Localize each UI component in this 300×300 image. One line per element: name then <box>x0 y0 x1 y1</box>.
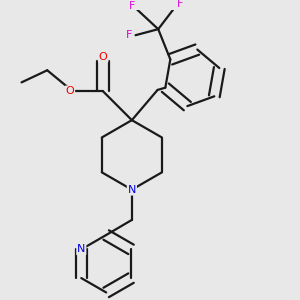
Text: F: F <box>177 0 184 9</box>
Text: F: F <box>126 30 132 40</box>
Text: F: F <box>128 1 135 11</box>
Text: O: O <box>99 52 107 62</box>
Text: N: N <box>77 244 86 254</box>
Text: N: N <box>128 185 136 195</box>
Text: O: O <box>65 86 74 96</box>
